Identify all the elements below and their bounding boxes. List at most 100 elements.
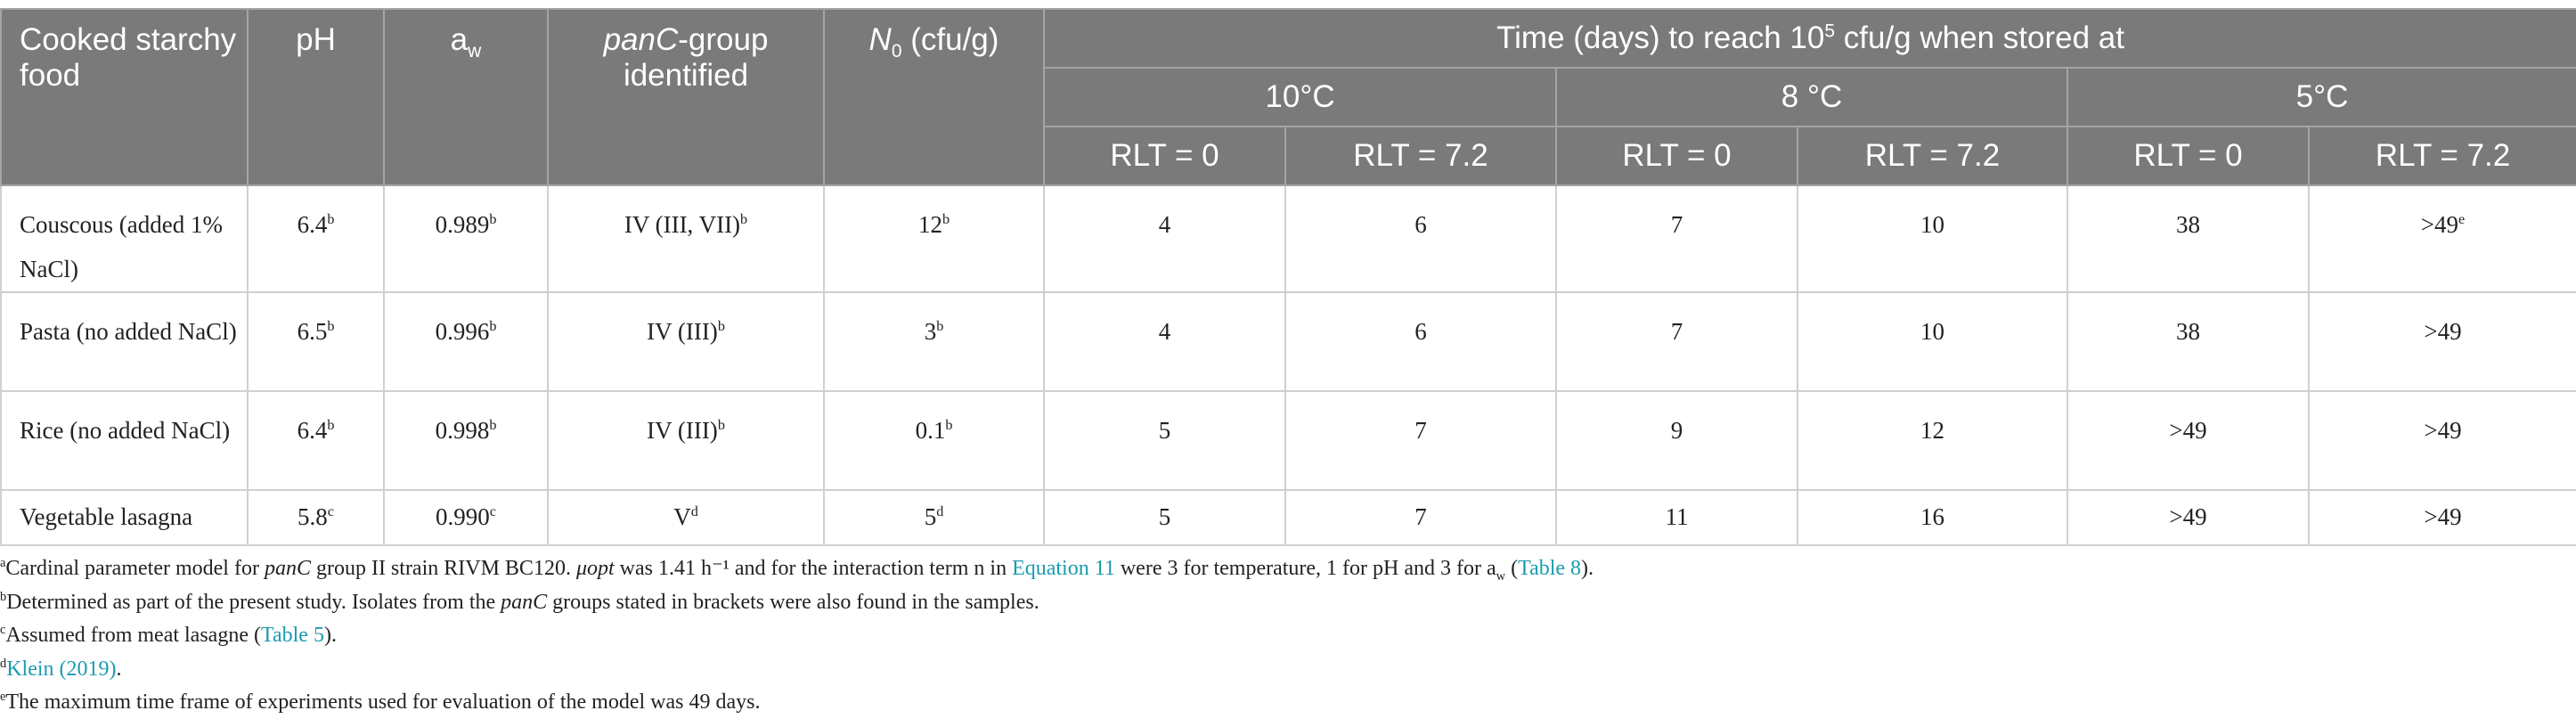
- table-cell: 6.4b: [247, 390, 385, 491]
- table-cell: 38: [2067, 184, 2310, 293]
- italic-text: μopt: [575, 557, 615, 580]
- link[interactable]: Klein (2019): [6, 657, 117, 681]
- text: IV (III): [647, 417, 718, 444]
- text: -group identified: [623, 22, 769, 93]
- superscript: d: [936, 503, 944, 519]
- rlt-header: RLT = 0: [1555, 126, 1798, 186]
- superscript: b: [489, 318, 497, 334]
- text: 11: [1665, 503, 1689, 530]
- table-row: Rice (no added NaCl) 6.4b 0.998b IV (III)b 0…: [0, 390, 2576, 491]
- table-cell: >49: [2307, 291, 2576, 392]
- subscript: w: [468, 41, 482, 61]
- superscript: b: [945, 417, 953, 433]
- temperature-header: 10°C: [1043, 67, 1557, 127]
- table-cell: 12b: [823, 184, 1045, 293]
- text: groups stated in brackets were also foun…: [547, 590, 1039, 614]
- footnotes: aCardinal parameter model for panC group…: [0, 552, 1594, 720]
- text: >49: [2424, 503, 2462, 530]
- table-cell: 6: [1284, 184, 1557, 293]
- table-cell: 5.8c: [247, 489, 385, 546]
- table-row: Pasta (no added NaCl) 6.5b 0.996b IV (III)b…: [0, 291, 2576, 392]
- table-cell: >49: [2307, 489, 2576, 546]
- link[interactable]: Table 8: [1518, 557, 1582, 580]
- text: Vegetable lasagna: [20, 503, 193, 530]
- text: 6.4: [297, 211, 328, 238]
- table-cell: 5: [1043, 390, 1286, 491]
- text: 7: [1414, 503, 1427, 530]
- text: 5: [1158, 417, 1171, 444]
- rlt-header: RLT = 7.2: [1797, 126, 2068, 186]
- text: 0.996: [435, 318, 490, 345]
- superscript: b: [717, 417, 725, 433]
- text: 6: [1414, 318, 1427, 345]
- text: >49: [2424, 417, 2462, 444]
- text: 0.998: [435, 417, 490, 444]
- text: group II strain RIVM BC120.: [310, 557, 576, 580]
- text: a: [450, 22, 469, 57]
- text: 0.990: [436, 503, 490, 530]
- text: V: [673, 503, 691, 530]
- table-cell: Pasta (no added NaCl): [0, 291, 249, 392]
- text: >49: [2424, 318, 2462, 345]
- table-cell: 7: [1284, 489, 1557, 546]
- table-cell: IV (III)b: [547, 390, 825, 491]
- superscript: b: [489, 417, 497, 433]
- superscript: b: [0, 589, 7, 604]
- rlt-header: RLT = 0: [2067, 126, 2310, 186]
- superscript: d: [690, 503, 698, 519]
- text: 3: [924, 318, 937, 345]
- text: 10: [1920, 318, 1944, 345]
- link[interactable]: Equation 11: [1012, 557, 1115, 580]
- superscript: c: [489, 503, 496, 519]
- superscript: b: [327, 318, 335, 334]
- footnote: eThe maximum time frame of experiments u…: [0, 686, 1594, 720]
- text: 12: [917, 211, 942, 238]
- table-cell: 10: [1797, 184, 2068, 293]
- table-cell: 10: [1797, 291, 2068, 392]
- italic-text: panC: [501, 590, 548, 614]
- table-row: Vegetable lasagna 5.8c 0.990c Vd 5d 5 7 11 16 >49…: [0, 489, 2576, 546]
- text: IV (III, VII): [624, 211, 741, 238]
- table-cell: >49: [2307, 390, 2576, 491]
- table-cell: Couscous (added 1% NaCl): [0, 184, 249, 293]
- link[interactable]: Table 5: [260, 624, 324, 647]
- subscript: 0: [891, 41, 902, 61]
- text: 5: [1158, 503, 1171, 530]
- header-row: 10°C 8 °C 5°C: [1, 67, 2576, 127]
- footnote: cAssumed from meat lasagne (Table 5).: [0, 619, 1594, 653]
- text: (cfu/g): [901, 22, 999, 57]
- text: 16: [1920, 503, 1944, 530]
- footnote: dKlein (2019).: [0, 653, 1594, 687]
- column-header: aw: [383, 8, 549, 186]
- column-header: N0 (cfu/g): [823, 8, 1045, 186]
- text: IV (III): [647, 318, 718, 345]
- superscript: b: [740, 211, 748, 227]
- table-cell: Rice (no added NaCl): [0, 390, 249, 491]
- text: Time (days) to reach 10: [1496, 20, 1825, 55]
- footnote: bDetermined as part of the present study…: [0, 586, 1594, 620]
- table-cell: 5: [1043, 489, 1286, 546]
- text: Assumed from meat lasagne (: [5, 624, 261, 647]
- table-cell: 11: [1555, 489, 1798, 546]
- table-cell: 9: [1555, 390, 1798, 491]
- table-cell: 0.989b: [383, 184, 549, 293]
- table-cell: 4: [1043, 184, 1286, 293]
- text: 9: [1670, 417, 1683, 444]
- text: ).: [323, 624, 337, 647]
- text: Pasta (no added NaCl): [20, 318, 237, 345]
- text: ).: [1581, 557, 1594, 580]
- text: (: [1505, 557, 1519, 580]
- superscript: e: [0, 690, 6, 704]
- text: 38: [2176, 211, 2200, 238]
- text: 5: [924, 503, 937, 530]
- table-cell: 6: [1284, 291, 1557, 392]
- text: .: [116, 657, 122, 681]
- rlt-header: RLT = 7.2: [1284, 126, 1557, 186]
- italic-text: panC: [264, 557, 311, 580]
- text: 6: [1414, 211, 1427, 238]
- temperature-header: 8 °C: [1555, 67, 2068, 127]
- text: 12: [1920, 417, 1944, 444]
- superscript: c: [327, 503, 334, 519]
- text: cfu/g when stored at: [1835, 20, 2124, 55]
- superscript: a: [0, 556, 6, 570]
